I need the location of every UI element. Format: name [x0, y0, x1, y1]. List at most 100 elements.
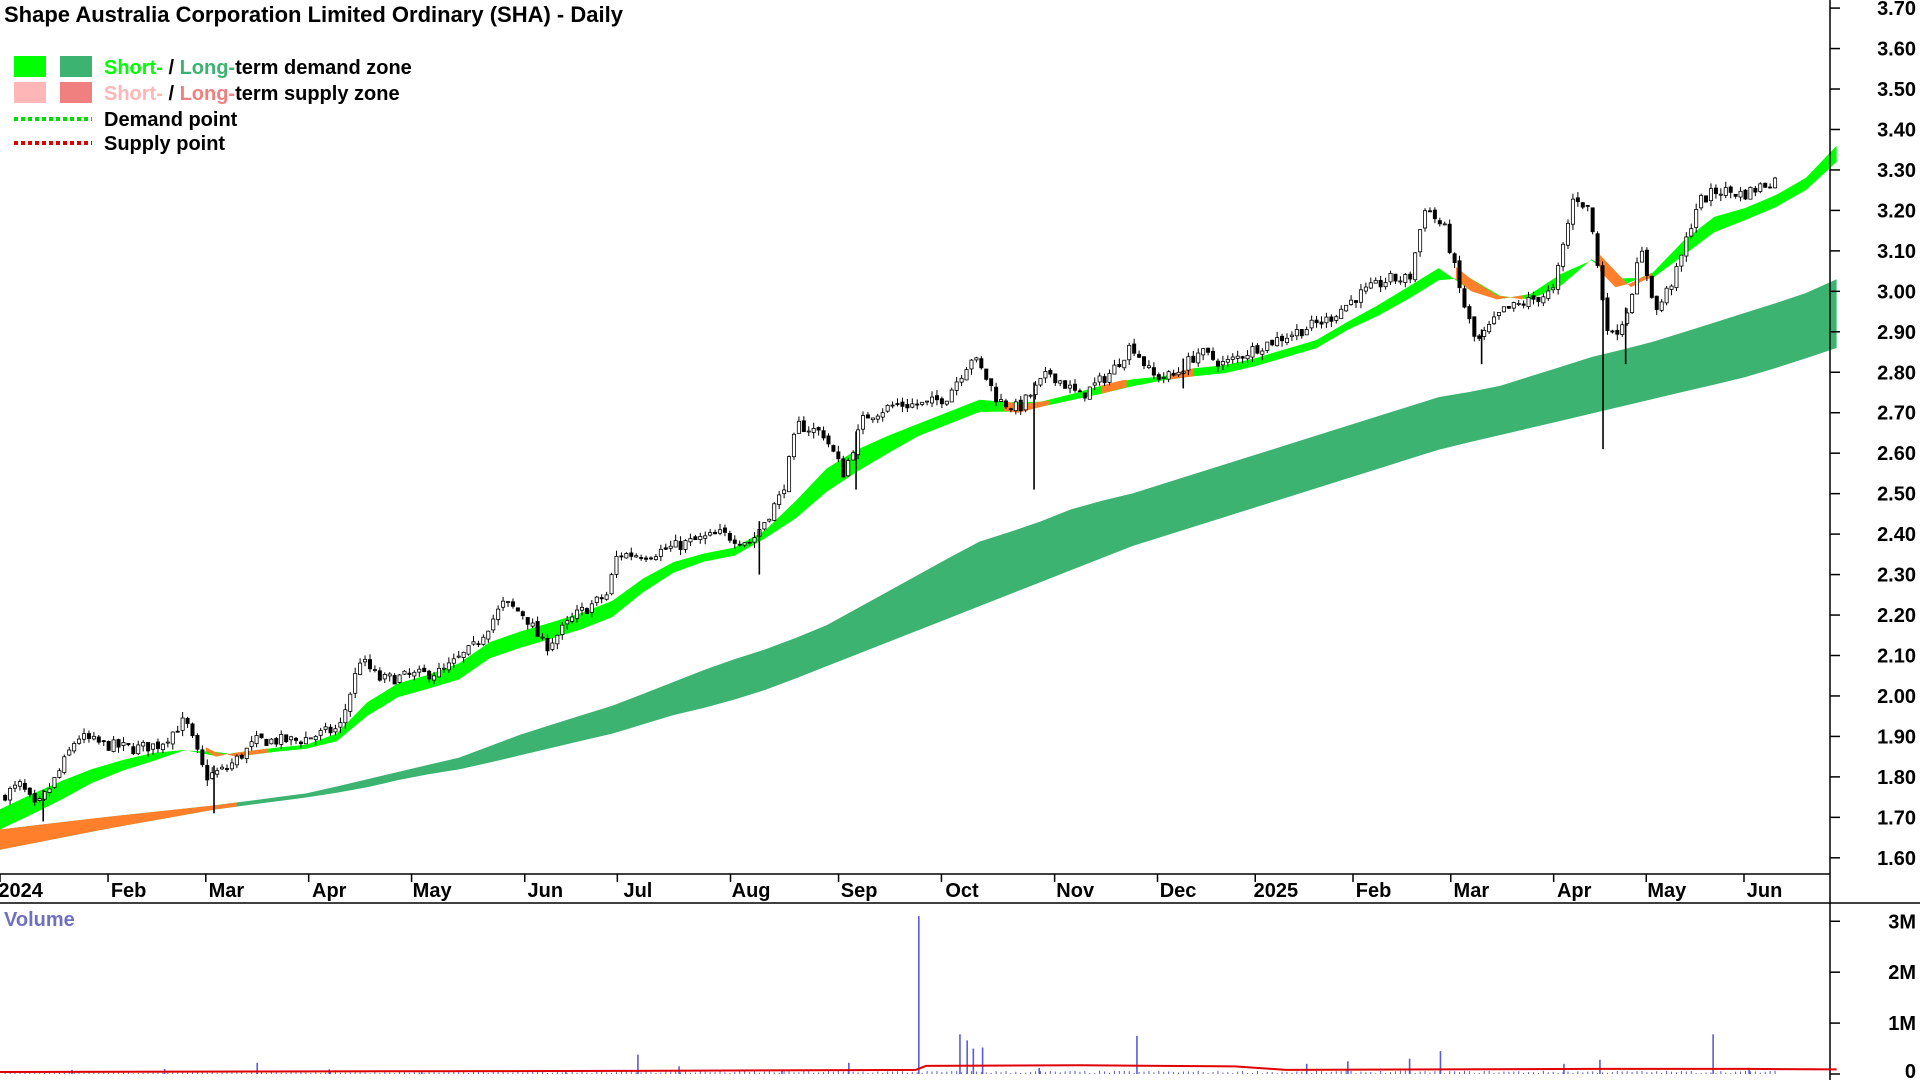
- candle: [880, 408, 885, 422]
- candle: [1225, 355, 1230, 367]
- candle: [1349, 295, 1354, 306]
- legend-separator: /: [163, 83, 180, 105]
- candle: [1423, 208, 1428, 232]
- candle: [693, 534, 698, 541]
- candle: [885, 404, 890, 413]
- candle: [308, 737, 313, 740]
- candle: [609, 572, 614, 596]
- candle: [1003, 398, 1008, 409]
- candle: [239, 753, 244, 760]
- candle: [653, 554, 658, 561]
- candle: [1551, 283, 1556, 294]
- candle: [954, 377, 959, 396]
- candle: [1314, 315, 1319, 328]
- candle: [392, 673, 397, 685]
- candle: [1087, 386, 1092, 400]
- candle: [367, 654, 372, 673]
- volume-tick-label: 3M: [1888, 911, 1916, 933]
- candle: [1398, 276, 1403, 285]
- candle: [1506, 305, 1511, 310]
- candle: [727, 530, 732, 543]
- candle: [1324, 312, 1329, 329]
- time-tick-label: Oct: [945, 880, 979, 902]
- legend-swatch-long-demand: [60, 56, 92, 77]
- candle: [791, 432, 796, 460]
- candle: [67, 746, 72, 757]
- candle: [1679, 254, 1684, 272]
- candle: [1738, 187, 1743, 202]
- candle: [1260, 348, 1265, 361]
- volume-average-line: [0, 1064, 1837, 1073]
- candle: [1442, 221, 1447, 226]
- candle: [27, 787, 32, 798]
- candle: [890, 401, 895, 409]
- price-tick-label: 2.00: [1877, 686, 1916, 708]
- candle: [1432, 207, 1437, 224]
- candle: [155, 738, 160, 753]
- candle: [1437, 217, 1442, 227]
- time-tick-label: Aug: [732, 880, 771, 902]
- candle: [1137, 350, 1142, 358]
- candle: [910, 398, 915, 409]
- candle: [678, 536, 683, 556]
- candle: [1166, 370, 1171, 383]
- candle: [1191, 350, 1196, 364]
- candle: [313, 734, 318, 746]
- candle: [427, 669, 432, 683]
- time-axis: 2024 Feb Mar Apr May Jun Jul Aug Sep Oct Nov Dec 202…: [0, 874, 1782, 902]
- candle: [713, 529, 718, 535]
- candle: [579, 602, 584, 616]
- candle: [944, 400, 949, 406]
- candle: [1605, 293, 1610, 335]
- time-tick-label: 2025: [1254, 880, 1299, 902]
- candle: [718, 523, 723, 536]
- volume-axis: 0 1M 2M 3M: [1830, 911, 1916, 1080]
- candle: [397, 673, 402, 684]
- zone-transition-0: [0, 802, 237, 850]
- candle: [1669, 284, 1674, 296]
- candle: [732, 535, 737, 549]
- candle: [1496, 312, 1501, 320]
- candle: [1580, 201, 1585, 210]
- candle: [101, 739, 106, 747]
- candle: [175, 725, 180, 733]
- candle: [1403, 273, 1408, 288]
- candle: [254, 730, 259, 748]
- candle: [639, 554, 644, 561]
- candle: [1280, 333, 1285, 347]
- candle: [441, 663, 446, 673]
- candle: [343, 703, 348, 729]
- candle: [737, 540, 742, 547]
- candle: [1620, 321, 1625, 337]
- candle: [72, 741, 77, 754]
- candle: [486, 630, 491, 643]
- price-tick-label: 1.80: [1877, 767, 1916, 789]
- candle: [599, 594, 604, 604]
- candle: [624, 552, 629, 559]
- candle: [1383, 277, 1388, 290]
- candle: [1142, 356, 1147, 370]
- candle: [1718, 188, 1723, 202]
- candle: [969, 359, 974, 375]
- candle: [767, 518, 772, 523]
- candle: [1635, 257, 1640, 295]
- candle: [96, 734, 101, 745]
- legend-separator: /: [163, 57, 180, 79]
- candle: [1319, 316, 1324, 329]
- candle: [1206, 347, 1211, 356]
- time-tick-label: 2024: [0, 880, 44, 902]
- candle: [190, 722, 195, 739]
- candle: [1008, 407, 1013, 413]
- candle: [875, 413, 880, 424]
- candle: [338, 717, 343, 734]
- candle: [436, 662, 441, 678]
- candle: [62, 754, 67, 775]
- candle: [37, 796, 42, 803]
- zone-transition-3: [1100, 379, 1127, 394]
- candle: [1270, 339, 1275, 347]
- price-tick-label: 2.50: [1877, 484, 1916, 506]
- candle: [1092, 377, 1097, 391]
- candle: [1689, 223, 1694, 239]
- candle: [220, 764, 225, 770]
